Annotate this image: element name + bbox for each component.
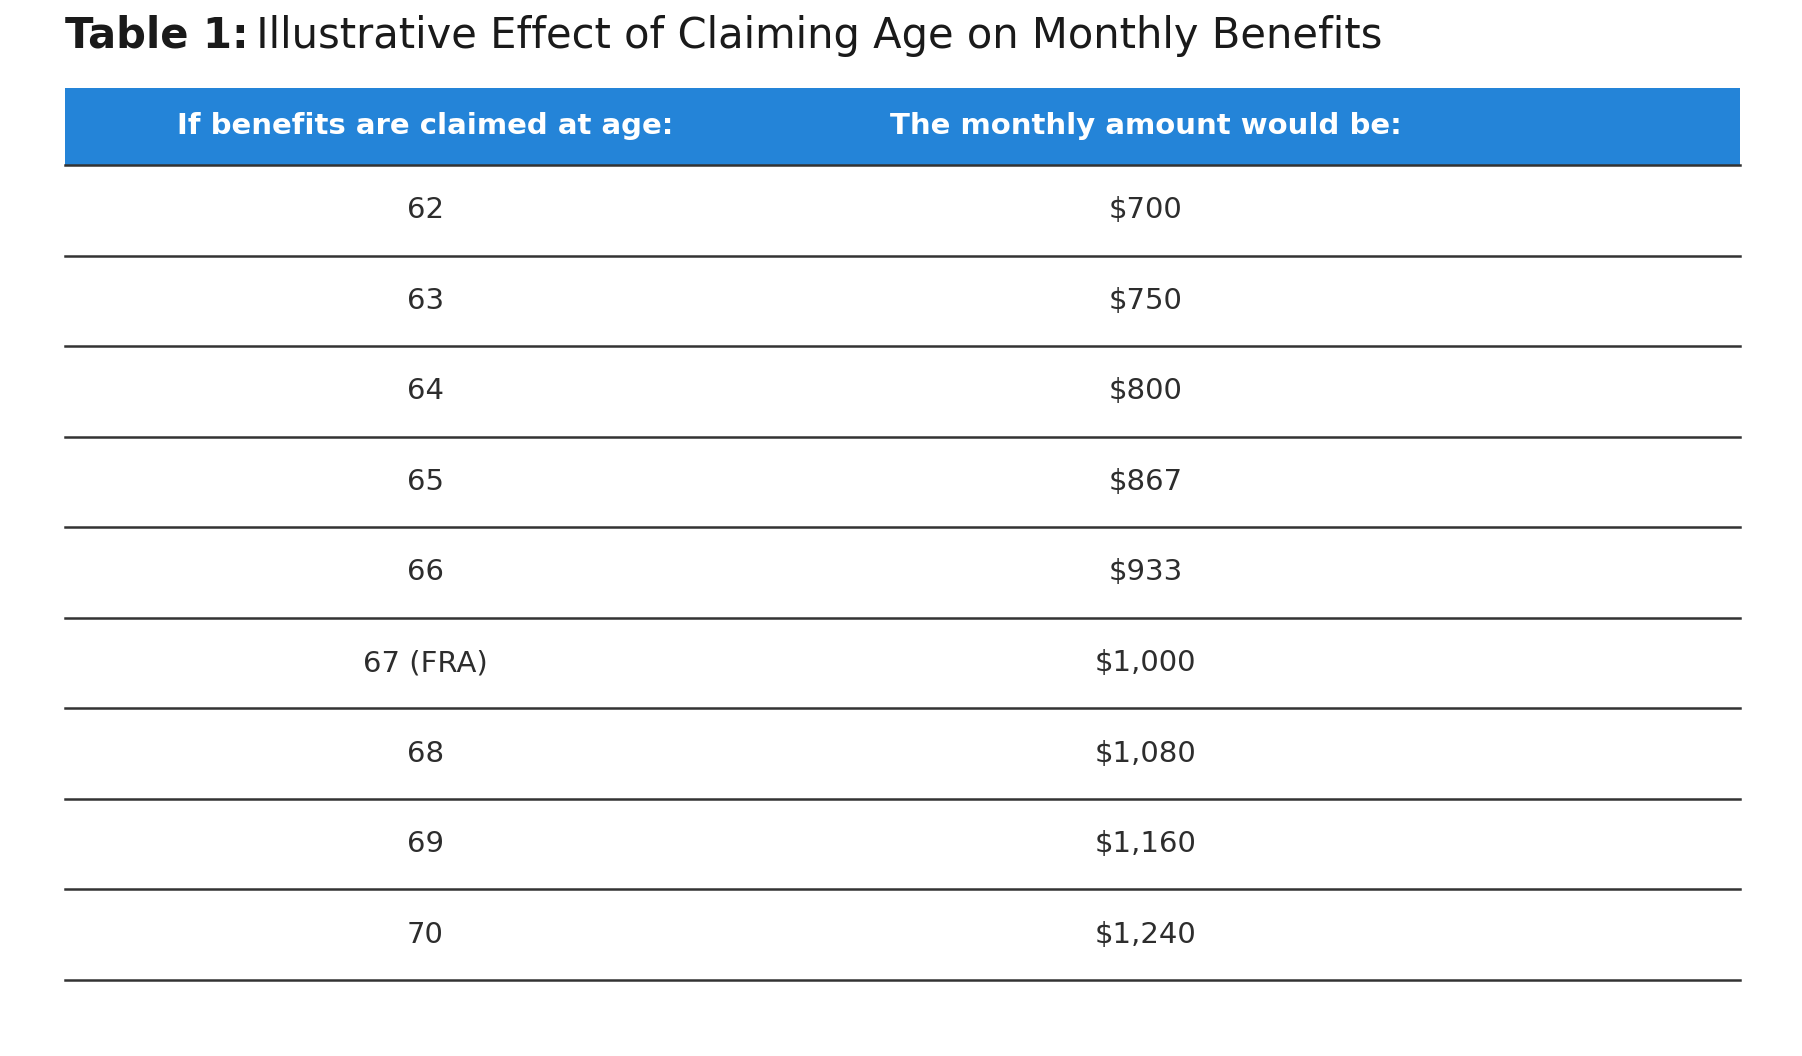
Text: $700: $700	[1108, 196, 1182, 224]
Text: $1,000: $1,000	[1094, 649, 1197, 677]
Text: $1,080: $1,080	[1094, 739, 1197, 768]
Text: $933: $933	[1108, 559, 1182, 586]
Text: The monthly amount would be:: The monthly amount would be:	[890, 113, 1402, 140]
Text: 70: 70	[407, 921, 443, 948]
Text: 62: 62	[407, 196, 443, 224]
Text: Illustrative Effect of Claiming Age on Monthly Benefits: Illustrative Effect of Claiming Age on M…	[243, 15, 1382, 57]
Text: 69: 69	[407, 830, 443, 859]
Text: $1,160: $1,160	[1094, 830, 1197, 859]
Text: 66: 66	[407, 559, 443, 586]
Text: 67 (FRA): 67 (FRA)	[362, 649, 488, 677]
Text: 64: 64	[407, 377, 443, 406]
Text: If benefits are claimed at age:: If benefits are claimed at age:	[177, 113, 674, 140]
Text: $750: $750	[1108, 287, 1182, 315]
Text: $867: $867	[1108, 468, 1182, 496]
Bar	[65, 88, 1741, 165]
Text: Table 1:: Table 1:	[65, 15, 249, 57]
Text: $1,240: $1,240	[1094, 921, 1197, 948]
Text: 68: 68	[407, 739, 443, 768]
Text: 63: 63	[407, 287, 443, 315]
Text: 65: 65	[407, 468, 443, 496]
Text: $800: $800	[1108, 377, 1182, 406]
